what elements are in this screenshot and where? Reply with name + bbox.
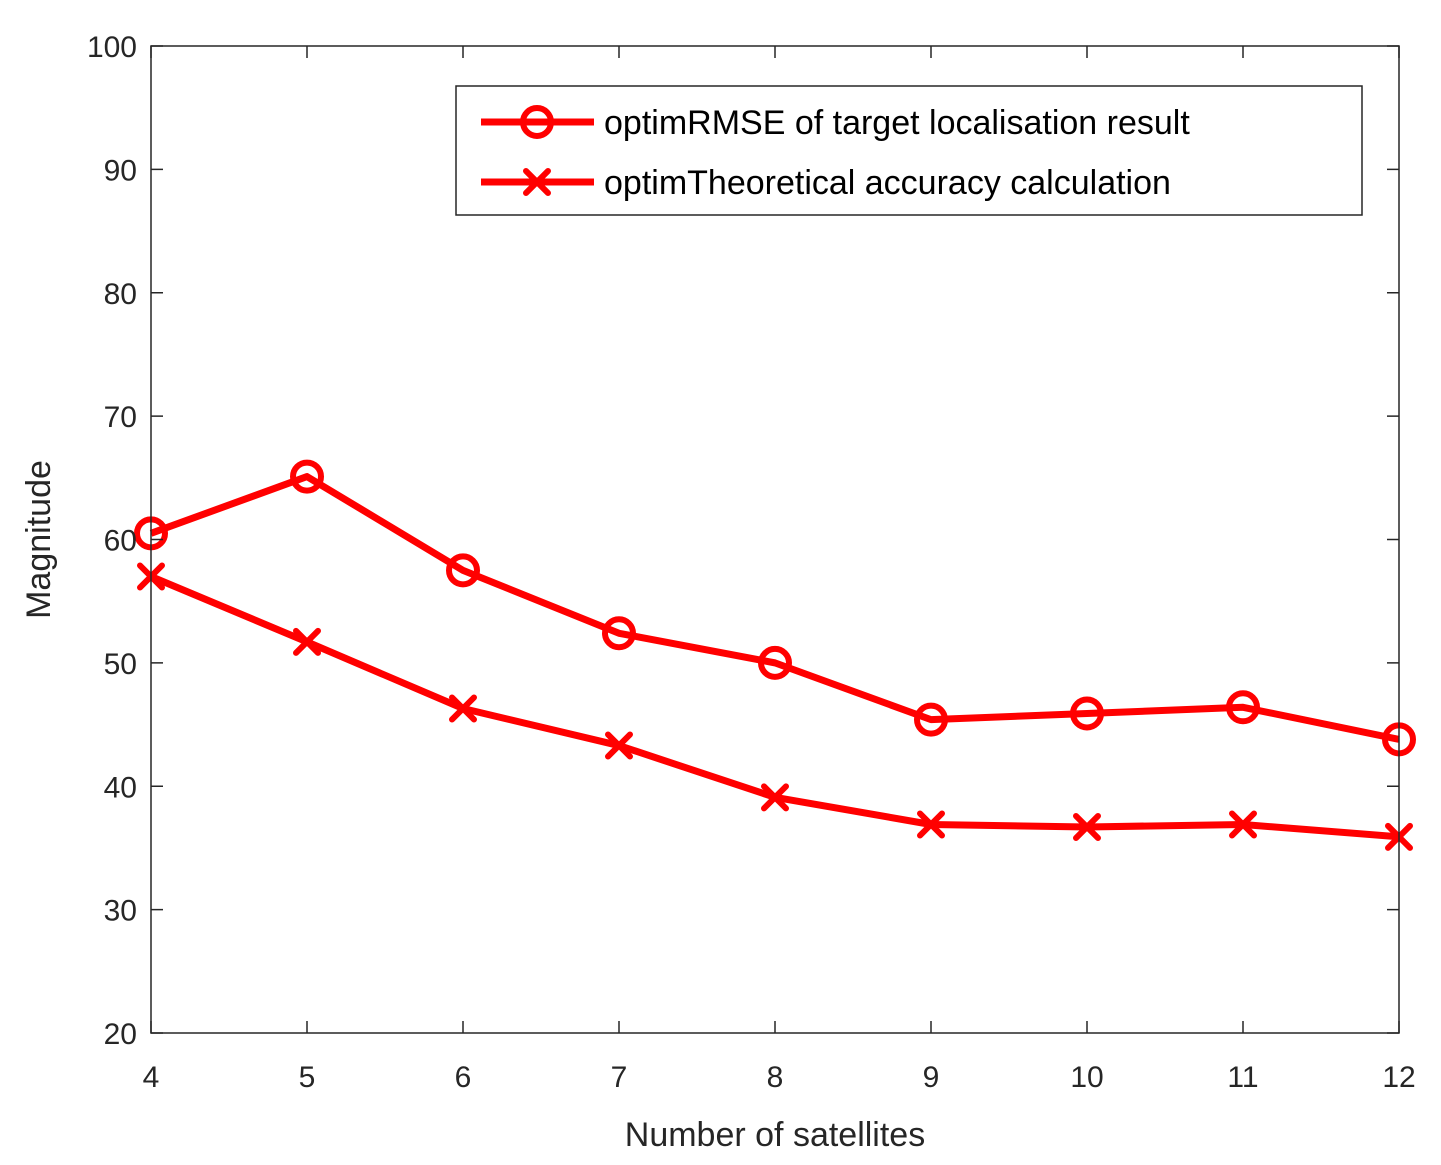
data-point-circle xyxy=(1070,696,1104,731)
data-point-x xyxy=(605,731,633,760)
data-point-x xyxy=(293,627,321,656)
data-point-x xyxy=(761,783,789,812)
x-tick-label: 4 xyxy=(143,1061,160,1094)
x-tick-label: 7 xyxy=(611,1061,628,1094)
series-line xyxy=(149,473,1400,743)
tick-labels-layer: 4 5 6 7 8 9 10 11 12 20 30 40 50 60 70 80 90 100 xyxy=(87,31,1416,1094)
x-tick-label: 6 xyxy=(455,1061,472,1094)
x-tick-label: 9 xyxy=(923,1061,940,1094)
y-tick-label: 40 xyxy=(104,771,137,804)
y-tick-label: 50 xyxy=(104,648,137,681)
y-tick-label: 30 xyxy=(104,895,137,928)
x-tick-label: 12 xyxy=(1382,1061,1415,1094)
axes-layer xyxy=(150,45,1400,1034)
y-axis-title: Magnitude xyxy=(20,460,58,619)
data-point-circle xyxy=(290,459,324,494)
data-point-circle xyxy=(446,553,480,588)
data-point-x xyxy=(523,168,551,196)
legend-box xyxy=(455,85,1363,216)
x-tick-label: 8 xyxy=(767,1061,784,1094)
data-point-circle xyxy=(758,645,792,680)
legend-label-theoretical: optimTheoretical accuracy calculation xyxy=(604,164,1171,202)
data-point-circle xyxy=(1226,690,1260,725)
x-tick-label: 10 xyxy=(1070,1061,1103,1094)
x-tick-label: 11 xyxy=(1227,1061,1258,1094)
y-tick-label: 60 xyxy=(104,525,137,558)
legend-label-rmse: optimRMSE of target localisation result xyxy=(604,104,1190,142)
y-tick-label: 100 xyxy=(87,31,137,64)
legend: optimRMSE of target localisation result … xyxy=(455,85,1363,216)
y-tick-label: 20 xyxy=(104,1018,137,1051)
data-point-circle xyxy=(602,616,636,651)
data-point-x xyxy=(1229,810,1257,839)
series-rmse xyxy=(134,459,1416,757)
y-tick-label: 70 xyxy=(104,401,137,434)
data-point-circle xyxy=(520,105,554,139)
x-tick-label: 5 xyxy=(299,1061,316,1094)
x-axis-title: Number of satellites xyxy=(625,1116,925,1154)
data-point-x xyxy=(917,810,945,839)
y-tick-label: 90 xyxy=(104,154,137,187)
series-layer xyxy=(134,459,1416,851)
data-point-circle xyxy=(914,702,948,737)
data-point-x xyxy=(1073,812,1101,841)
y-tick-label: 80 xyxy=(104,278,137,311)
data-point-x xyxy=(449,694,477,723)
